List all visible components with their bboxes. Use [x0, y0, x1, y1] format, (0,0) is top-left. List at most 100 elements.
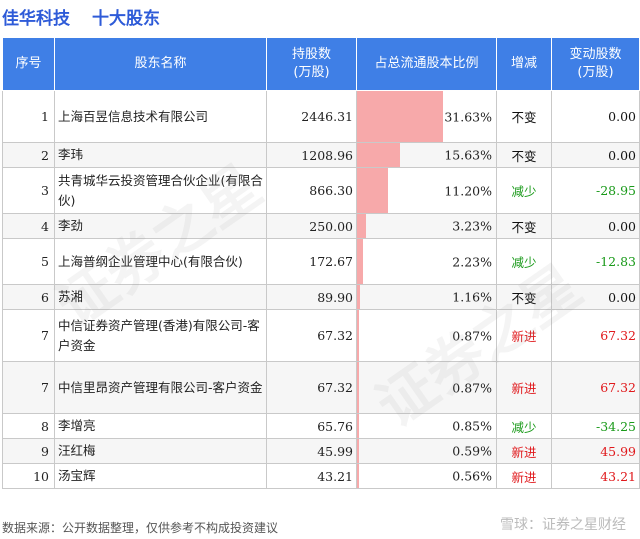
row-ratio: 0.59%	[356, 438, 497, 464]
row-change-type: 不变	[496, 90, 552, 143]
row-delta-shares: 67.32	[551, 361, 640, 414]
ratio-label: 2.23%	[452, 254, 492, 269]
row-change-type: 减少	[496, 167, 552, 214]
row-delta-shares: -28.95	[551, 167, 640, 214]
row-delta-shares: 43.21	[551, 463, 640, 489]
title-bar: 佳华科技 十大股东	[0, 0, 640, 36]
table-row: 5 上海普纲企业管理中心(有限合伙) 172.67 2.23% 减少 -12.83	[2, 238, 640, 285]
row-shares: 45.99	[266, 438, 357, 464]
table-row: 8 李增亮 65.76 0.85% 减少 -34.25	[2, 413, 640, 439]
row-seq: 7	[2, 361, 55, 414]
row-delta-shares: 0.00	[551, 90, 640, 143]
xueqiu-watermark: 雪球：证券之星财经	[500, 517, 626, 533]
ratio-bar	[357, 310, 360, 361]
table-row: 1 上海百昱信息技术有限公司 2446.31 31.63% 不变 0.00	[2, 90, 640, 143]
row-shareholder-name: 上海百昱信息技术有限公司	[54, 90, 267, 143]
row-change-type: 新进	[496, 361, 552, 414]
row-delta-shares: 45.99	[551, 438, 640, 464]
ratio-label: 0.87%	[452, 328, 492, 343]
row-shares: 67.32	[266, 361, 357, 414]
row-ratio: 1.16%	[356, 284, 497, 310]
row-shareholder-name: 上海普纲企业管理中心(有限合伙)	[54, 238, 267, 285]
row-ratio: 15.63%	[356, 142, 497, 168]
ratio-label: 31.63%	[444, 109, 492, 124]
col-header-delta-label: 变动股数 (万股)	[569, 47, 622, 80]
row-change-type: 新进	[496, 438, 552, 464]
ratio-label: 11.20%	[444, 183, 492, 198]
row-change-type: 减少	[496, 238, 552, 285]
ratio-bar	[357, 143, 400, 167]
row-seq: 10	[2, 463, 55, 489]
table-row: 3 共青城华云投资管理合伙企业(有限合伙) 866.30 11.20% 减少 -28.95	[2, 167, 640, 214]
row-ratio: 0.85%	[356, 413, 497, 439]
shareholders-table: 序号 股东名称 持股数 (万股) 占总流通股本比例 增减 变动股数 (万股) 1 上海…	[2, 37, 640, 489]
row-shareholder-name: 汪红梅	[54, 438, 267, 464]
row-seq: 9	[2, 438, 55, 464]
row-ratio: 2.23%	[356, 238, 497, 285]
row-delta-shares: 67.32	[551, 309, 640, 362]
row-delta-shares: 0.00	[551, 213, 640, 239]
row-seq: 6	[2, 284, 55, 310]
row-shareholder-name: 中信证券资产管理(香港)有限公司-客户资金	[54, 309, 267, 362]
ratio-bar	[357, 414, 360, 438]
ratio-bar	[357, 362, 360, 413]
table-row: 7 中信证券资产管理(香港)有限公司-客户资金 67.32 0.87% 新进 67.32	[2, 309, 640, 362]
col-header-name: 股东名称	[54, 37, 267, 91]
row-shares: 2446.31	[266, 90, 357, 143]
row-change-type: 不变	[496, 142, 552, 168]
data-source-note: 数据来源：公开数据整理，仅供参考不构成投资建议	[2, 521, 279, 535]
ratio-label: 3.23%	[452, 218, 492, 234]
ratio-label: 15.63%	[444, 147, 492, 163]
ratio-label: 0.56%	[452, 468, 492, 484]
row-shareholder-name: 苏湘	[54, 284, 267, 310]
row-ratio: 0.87%	[356, 361, 497, 414]
table-row: 2 李玮 1208.96 15.63% 不变 0.00	[2, 142, 640, 168]
row-seq: 7	[2, 309, 55, 362]
row-change-type: 不变	[496, 213, 552, 239]
row-shares: 65.76	[266, 413, 357, 439]
row-shares: 172.67	[266, 238, 357, 285]
company-title: 佳华科技	[2, 9, 70, 29]
row-delta-shares: -12.83	[551, 238, 640, 285]
table-row: 9 汪红梅 45.99 0.59% 新进 45.99	[2, 438, 640, 464]
row-ratio: 11.20%	[356, 167, 497, 214]
col-header-shares-label: 持股数 (万股)	[291, 47, 331, 80]
col-header-shares: 持股数 (万股)	[266, 37, 357, 91]
row-seq: 4	[2, 213, 55, 239]
ratio-bar	[357, 464, 359, 488]
col-header-change: 增减	[496, 37, 552, 91]
row-shareholder-name: 李劲	[54, 213, 267, 239]
table-row: 10 汤宝辉 43.21 0.56% 新进 43.21	[2, 463, 640, 489]
row-ratio: 0.87%	[356, 309, 497, 362]
row-delta-shares: -34.25	[551, 413, 640, 439]
table-header-row: 序号 股东名称 持股数 (万股) 占总流通股本比例 增减 变动股数 (万股)	[2, 37, 640, 91]
row-seq: 8	[2, 413, 55, 439]
col-header-delta: 变动股数 (万股)	[551, 37, 640, 91]
row-change-type: 减少	[496, 413, 552, 439]
ratio-bar	[357, 439, 359, 463]
row-ratio: 0.56%	[356, 463, 497, 489]
row-shareholder-name: 中信里昂资产管理有限公司-客户资金	[54, 361, 267, 414]
table-row: 4 李劲 250.00 3.23% 不变 0.00	[2, 213, 640, 239]
row-shares: 43.21	[266, 463, 357, 489]
row-shareholder-name: 李增亮	[54, 413, 267, 439]
table-row: 7 中信里昂资产管理有限公司-客户资金 67.32 0.87% 新进 67.32	[2, 361, 640, 414]
table-row: 6 苏湘 89.90 1.16% 不变 0.00	[2, 284, 640, 310]
row-delta-shares: 0.00	[551, 284, 640, 310]
ratio-bar	[357, 168, 388, 213]
row-seq: 2	[2, 142, 55, 168]
subtitle: 十大股东	[92, 9, 160, 29]
col-header-ratio: 占总流通股本比例	[356, 37, 497, 91]
ratio-label: 0.85%	[452, 418, 492, 434]
ratio-label: 1.16%	[452, 289, 492, 305]
row-delta-shares: 0.00	[551, 142, 640, 168]
ratio-bar	[357, 91, 444, 142]
row-seq: 3	[2, 167, 55, 214]
row-ratio: 31.63%	[356, 90, 497, 143]
row-change-type: 新进	[496, 309, 552, 362]
row-change-type: 新进	[496, 463, 552, 489]
row-shares: 250.00	[266, 213, 357, 239]
col-header-seq: 序号	[2, 37, 55, 91]
row-shares: 89.90	[266, 284, 357, 310]
row-shareholder-name: 共青城华云投资管理合伙企业(有限合伙)	[54, 167, 267, 214]
